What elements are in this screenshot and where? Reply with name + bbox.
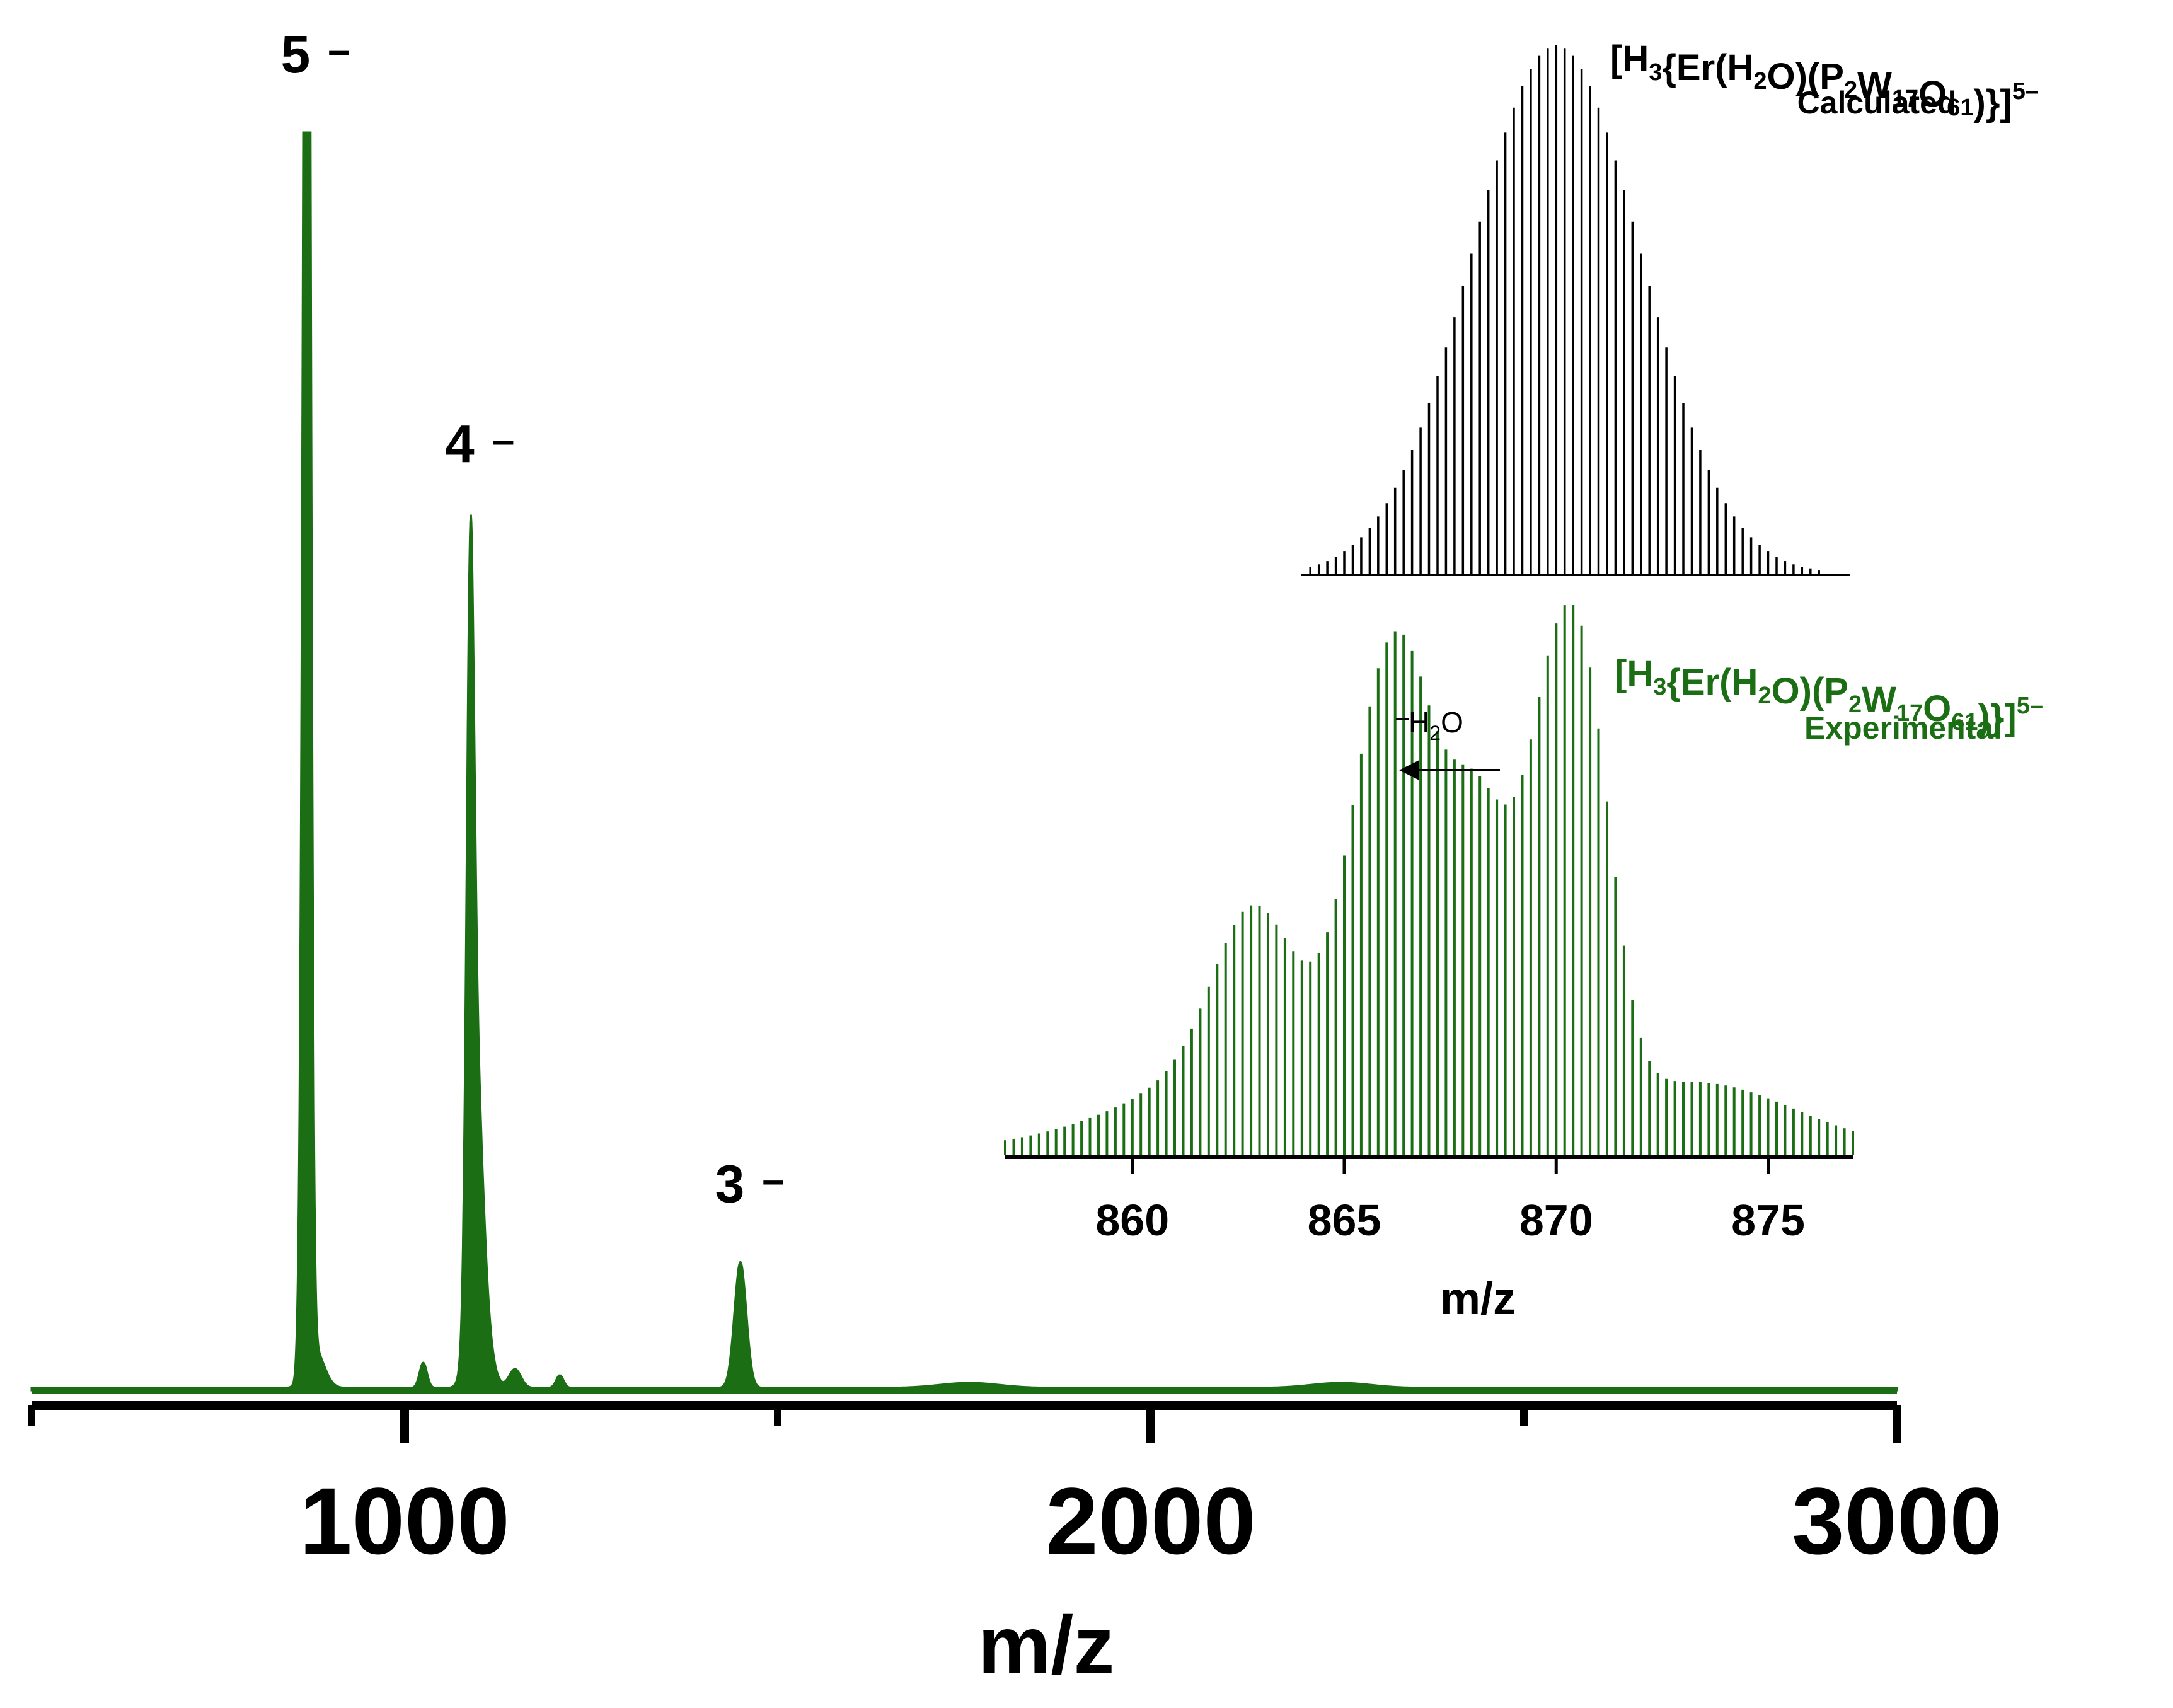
calculated-lines-group — [1309, 45, 1820, 575]
main-plot: 1000 2000 3000 5 –4 –3– m/z — [28, 25, 2002, 1691]
main-tick-label: 1000 — [299, 1468, 510, 1574]
inset-x-axis-title: m/z — [1440, 1274, 1516, 1324]
formula-text: W — [1862, 679, 1896, 720]
main-tick-label: 2000 — [1046, 1468, 1256, 1574]
formula-subscript: 17 — [1896, 700, 1923, 727]
experimental-lines-group — [1004, 605, 1854, 1155]
water-loss-arrow-head — [1399, 760, 1419, 780]
experimental-formula-label: [H3{Er(H2O)(P2W17O61)}]5– — [1615, 653, 2043, 738]
formula-subscript: 61 — [1947, 95, 1973, 121]
formula-text: [H — [1615, 653, 1653, 694]
water-loss-minus: – — [1396, 704, 1409, 730]
formula-subscript: 3 — [1649, 59, 1662, 86]
main-x-axis-title: m/z — [978, 1599, 1115, 1691]
formula-text: )}] — [1978, 697, 2017, 738]
water-loss-h: H — [1409, 706, 1429, 739]
formula-text: O — [1923, 688, 1951, 729]
formula-text: )}] — [1974, 83, 2012, 124]
formula-text: O)(P — [1767, 56, 1844, 97]
experimental-caption: Experimental — [1804, 710, 2002, 746]
inset-ticks-group: 860 865 870 875 — [1095, 1157, 1805, 1245]
charge-sign: – — [328, 27, 350, 72]
charge-labels-group: 5 –4 –3– — [281, 25, 785, 1213]
formula-superscript: 5– — [2017, 693, 2043, 719]
charge-sign: – — [762, 1157, 785, 1202]
inset-tick-label: 860 — [1095, 1196, 1169, 1245]
formula-subscript: 3 — [1653, 674, 1666, 700]
formula-text: O — [1918, 74, 1947, 115]
main-series-group — [30, 131, 1898, 1394]
water-loss-o: O — [1441, 706, 1463, 739]
formula-subscript: 61 — [1951, 709, 1978, 736]
water-loss-sub: 2 — [1429, 722, 1441, 744]
formula-subscript: 2 — [1844, 77, 1857, 103]
inset-tick-label: 865 — [1308, 1196, 1381, 1245]
charge-sign: – — [492, 417, 515, 462]
main-tick-label: 3000 — [1792, 1468, 2002, 1574]
calculated-caption: Calculated — [1797, 85, 1957, 120]
inset-tick-label: 870 — [1519, 1196, 1593, 1245]
inset-tick-label: 875 — [1731, 1196, 1805, 1245]
inset-experimental-plot: 860 865 870 875 m/z — [1004, 605, 1854, 1324]
formula-subscript: 2 — [1753, 68, 1767, 95]
formula-text: O)(P — [1772, 671, 1848, 712]
formula-text: [H — [1610, 38, 1649, 79]
formula-text: {Er(H — [1662, 47, 1753, 88]
calculated-formula-label: [H3{Er(H2O)(P2W17O61)}]5– — [1610, 38, 2039, 124]
formula-subscript: 2 — [1848, 691, 1862, 718]
inset-calculated-plot — [1301, 45, 1850, 576]
water-loss-annotation: –H2O — [1396, 704, 1500, 780]
formula-superscript: 5– — [2012, 78, 2039, 105]
main-ticks-group: 1000 2000 3000 — [28, 1405, 2002, 1574]
formula-subscript: 2 — [1758, 683, 1771, 709]
water-loss-label: –H2O — [1396, 704, 1463, 744]
formula-text: {Er(H — [1666, 662, 1758, 703]
formula-text: W — [1857, 65, 1892, 106]
formula-subscript: 17 — [1892, 86, 1918, 112]
